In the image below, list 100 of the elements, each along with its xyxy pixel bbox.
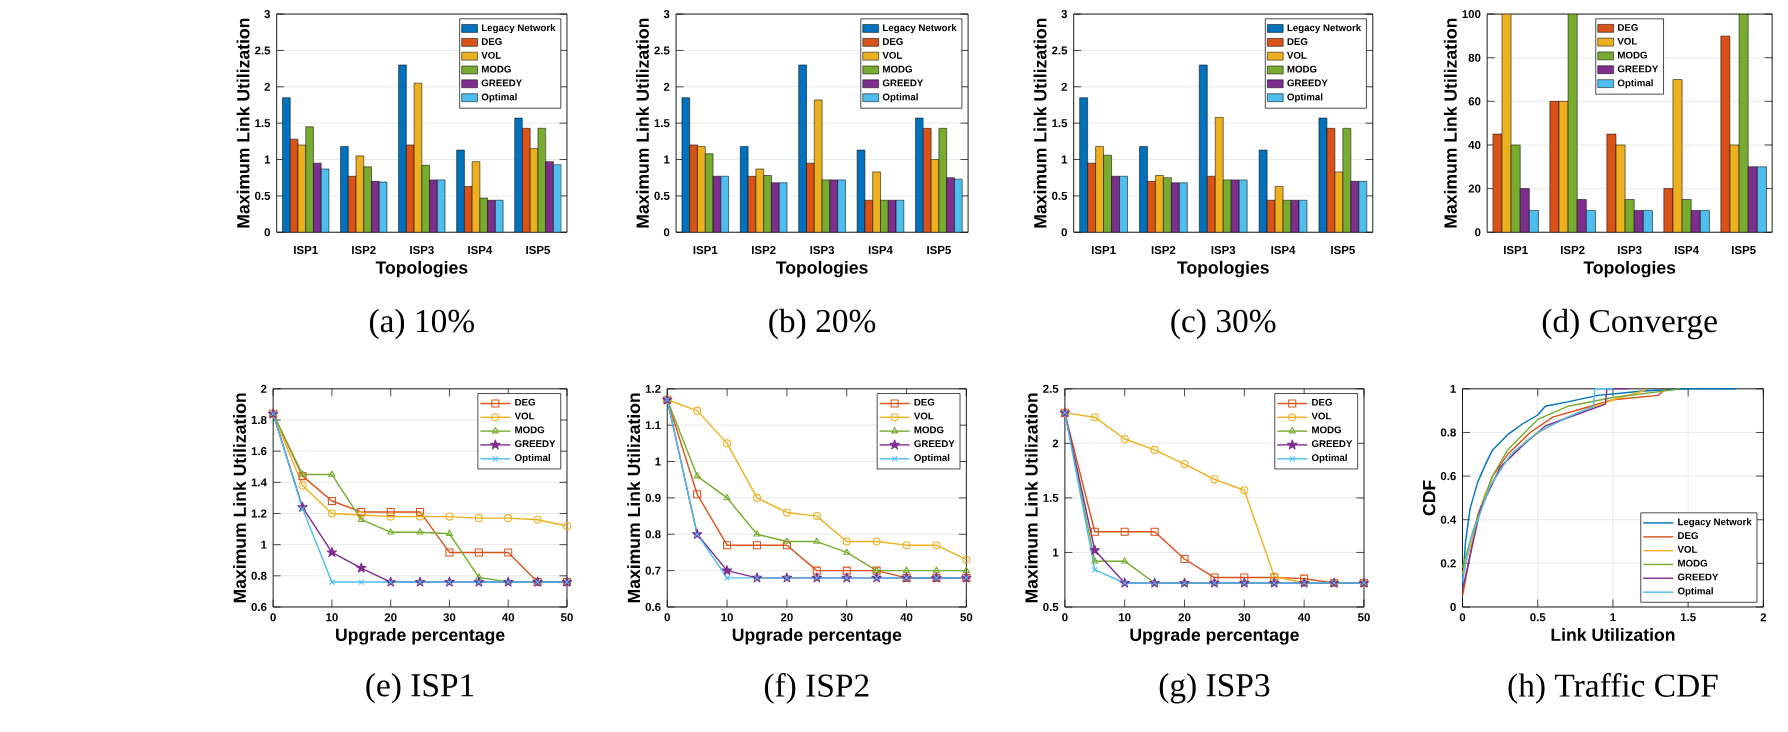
point: [1091, 566, 1098, 573]
bar: [704, 153, 714, 233]
bar: [872, 171, 881, 233]
point: [1121, 557, 1129, 564]
point: [504, 548, 513, 557]
bar: [320, 168, 330, 233]
bar: [456, 149, 465, 233]
bar: [938, 128, 947, 233]
point: [445, 512, 454, 521]
point: [932, 541, 941, 550]
point: [753, 530, 761, 537]
y-axis-title: Maximum Link Utilization: [635, 18, 649, 228]
y-axis-title: CDF: [1422, 480, 1436, 516]
point: [1090, 413, 1099, 422]
text: (b) 20%: [769, 308, 876, 340]
bar: [763, 175, 772, 233]
point: [327, 509, 336, 518]
point: [1180, 554, 1189, 564]
point: [445, 529, 454, 537]
point: [1089, 544, 1101, 555]
text: (e) ISP1: [366, 673, 474, 704]
bar: [378, 181, 388, 233]
point: [504, 514, 513, 523]
point: [474, 548, 483, 557]
point: [328, 579, 335, 586]
y-axis-title: Maximum Link Utilization: [233, 393, 246, 603]
point: [902, 541, 911, 550]
point: [902, 566, 911, 573]
point: [416, 512, 425, 521]
point: [1240, 573, 1249, 582]
point: [1210, 573, 1219, 582]
point: [782, 508, 791, 517]
y-axis-title: Maximum Link Utilization: [1024, 393, 1038, 603]
point: [416, 507, 425, 517]
point: [843, 548, 851, 555]
point: [1120, 527, 1129, 536]
point: [721, 565, 733, 576]
bar: [363, 166, 372, 233]
point: [813, 537, 821, 544]
bar: [398, 64, 407, 233]
x-axis-title: Link Utilization: [1551, 628, 1675, 642]
bar: [514, 117, 523, 233]
bar: [755, 168, 764, 233]
y-axis-title: Maximum Link Utilization: [1443, 18, 1457, 228]
text: (h) Traffic CDF: [1508, 673, 1718, 704]
point: [1091, 557, 1099, 564]
point: [1090, 527, 1099, 536]
point: [1210, 475, 1219, 484]
point: [693, 490, 702, 499]
bar: [697, 146, 706, 233]
bar: [340, 146, 349, 233]
point: [1120, 434, 1129, 444]
point: [782, 541, 791, 550]
y-axis-title: Maximum Link Utilization: [236, 18, 250, 228]
point: [356, 562, 367, 573]
point: [812, 566, 821, 575]
point: [387, 528, 395, 535]
x-axis-title: Upgrade percentage: [1130, 628, 1299, 645]
point: [326, 547, 338, 557]
text: (c) 30%: [1171, 308, 1276, 340]
point: [533, 515, 542, 524]
point: [693, 406, 702, 415]
point: [1150, 527, 1159, 536]
point: [842, 566, 851, 575]
point: [1180, 460, 1189, 469]
bar: [305, 126, 314, 233]
point: [872, 537, 881, 546]
x-axis-title: Upgrade percentage: [732, 628, 902, 645]
x-axis-title: Topologies: [1177, 260, 1269, 278]
point: [812, 512, 821, 521]
bar: [1549, 101, 1560, 233]
bar: [1720, 35, 1731, 233]
text: (g) ISP3: [1159, 673, 1270, 704]
x-axis-title: Topologies: [375, 260, 468, 278]
point: [386, 512, 395, 521]
bar: [495, 200, 504, 233]
point: [475, 573, 483, 580]
point: [474, 514, 483, 523]
bar: [437, 179, 446, 233]
x-axis-title: Upgrade percentage: [336, 628, 505, 645]
point: [752, 493, 762, 502]
point: [693, 472, 701, 479]
point: [358, 579, 365, 586]
point: [723, 439, 732, 448]
point: [1150, 445, 1159, 454]
point: [723, 541, 732, 550]
text: (a) 10%: [369, 308, 475, 340]
point: [327, 497, 336, 506]
text: (d) Converge: [1542, 308, 1717, 340]
bar: [814, 99, 823, 233]
point: [328, 470, 336, 477]
point: [416, 528, 424, 535]
y-axis-title: Maximum Link Utilization: [627, 393, 641, 603]
point: [723, 493, 731, 501]
x-axis-title: Topologies: [1583, 260, 1676, 278]
point: [842, 537, 851, 546]
point: [298, 481, 307, 490]
point: [386, 507, 395, 517]
point: [752, 541, 762, 550]
point: [783, 537, 791, 544]
